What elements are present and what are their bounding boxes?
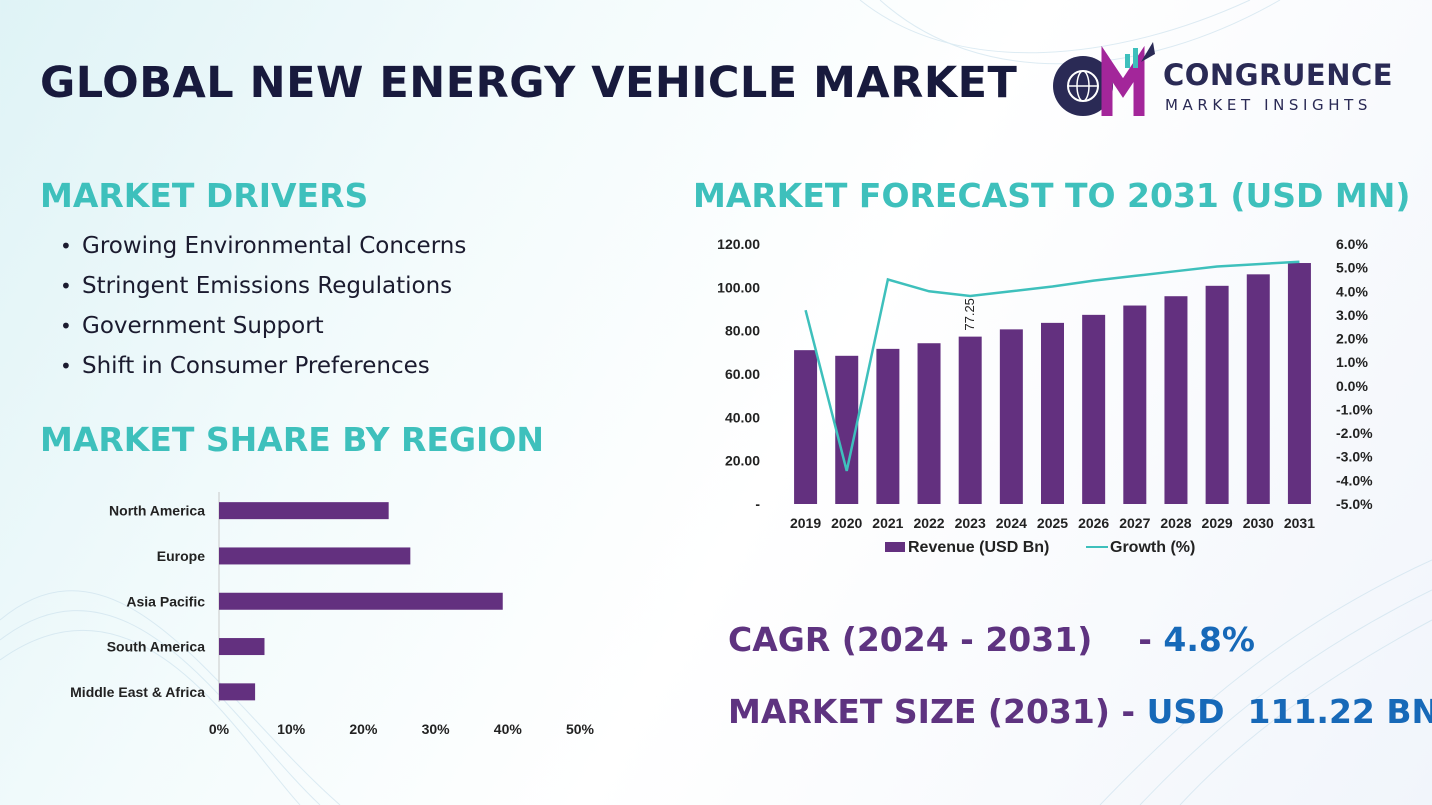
- category-label: 2029: [1202, 515, 1233, 531]
- bar: [219, 502, 389, 520]
- market-size-stat: MARKET SIZE (2031) - USD 111.22 BN: [728, 692, 1432, 731]
- bar: [219, 547, 411, 565]
- category-label: 2022: [913, 515, 944, 531]
- logo-mark-icon: [1053, 42, 1155, 116]
- bar: [958, 336, 982, 504]
- right-tick-label: 4.0%: [1336, 283, 1368, 299]
- market-size-separator: -: [1109, 692, 1147, 731]
- cagr-stat: CAGR (2024 - 2031) - 4.8%: [728, 620, 1255, 659]
- left-tick-label: 120.00: [717, 236, 760, 252]
- company-logo: CONGRUENCE MARKET INSIGHTS: [1045, 40, 1405, 120]
- drivers-heading: MARKET DRIVERS: [40, 176, 369, 215]
- right-tick-label: -3.0%: [1336, 449, 1373, 465]
- bar: [1164, 296, 1188, 504]
- tick-label: 0%: [209, 721, 230, 737]
- driver-item: • Growing Environmental Concerns: [60, 228, 466, 268]
- growth-line: [804, 260, 1300, 472]
- category-label: Middle East & Africa: [70, 684, 205, 700]
- tick-label: 30%: [422, 721, 451, 737]
- tick-label: 10%: [277, 721, 306, 737]
- category-label: 2025: [1037, 515, 1068, 531]
- legend-label-growth: Growth (%): [1110, 539, 1195, 556]
- region-heading: MARKET SHARE BY REGION: [40, 420, 544, 459]
- bullet-icon: •: [60, 354, 72, 378]
- category-label: Europe: [157, 548, 205, 564]
- bar: [794, 350, 818, 504]
- category-label: 2019: [790, 515, 821, 531]
- category-label: 2030: [1243, 515, 1274, 531]
- tick-label: 40%: [494, 721, 523, 737]
- legend-swatch-revenue: [885, 542, 905, 552]
- bar: [1246, 274, 1270, 504]
- region-share-chart: North America Europe Asia Pacific South Ame…: [70, 492, 595, 737]
- bar: [1082, 314, 1106, 504]
- right-tick-label: 1.0%: [1336, 354, 1368, 370]
- bullet-icon: •: [60, 234, 72, 258]
- right-tick-label: 0.0%: [1336, 378, 1368, 394]
- bar: [1205, 285, 1229, 504]
- right-tick-label: 2.0%: [1336, 331, 1368, 347]
- right-tick-label: -2.0%: [1336, 425, 1373, 441]
- logo-line-2: MARKET INSIGHTS: [1165, 96, 1373, 114]
- market-size-value: USD 111.22 BN: [1146, 692, 1432, 731]
- logo-line-1: CONGRUENCE: [1163, 58, 1394, 92]
- cagr-value: 4.8%: [1163, 620, 1255, 659]
- tick-label: 20%: [349, 721, 378, 737]
- category-label: 2027: [1119, 515, 1150, 531]
- category-label: 2028: [1160, 515, 1191, 531]
- left-tick-label: 80.00: [725, 323, 760, 339]
- forecast-chart: - 20.00 40.00 60.00 80.00 100.00 120.00 -5.0% -4…: [717, 236, 1373, 556]
- right-tick-label: -4.0%: [1336, 472, 1373, 488]
- cagr-label: CAGR (2024 - 2031): [728, 620, 1093, 659]
- bar: [1287, 263, 1311, 504]
- left-tick-label: 20.00: [725, 453, 760, 469]
- data-label: 77.25: [962, 298, 977, 331]
- page-title: GLOBAL NEW ENERGY VEHICLE MARKET: [40, 58, 1018, 108]
- right-tick-label: -1.0%: [1336, 401, 1373, 417]
- driver-item: • Stringent Emissions Regulations: [60, 268, 466, 308]
- tick-label: 50%: [566, 721, 595, 737]
- category-label: 2021: [872, 515, 903, 531]
- bar: [219, 592, 503, 610]
- category-label: 2024: [996, 515, 1027, 531]
- category-label: Asia Pacific: [126, 593, 205, 609]
- bar: [999, 329, 1023, 504]
- bar: [219, 638, 265, 656]
- category-label: 2026: [1078, 515, 1109, 531]
- left-tick-label: 60.00: [725, 366, 760, 382]
- right-tick-label: 6.0%: [1336, 236, 1368, 252]
- driver-item: • Shift in Consumer Preferences: [60, 348, 466, 388]
- category-label: North America: [109, 503, 205, 519]
- bar: [219, 683, 256, 701]
- left-tick-label: 100.00: [717, 279, 760, 295]
- bar: [1123, 305, 1147, 504]
- forecast-heading: MARKET FORECAST TO 2031 (USD MN): [693, 176, 1411, 215]
- category-label: South America: [107, 639, 205, 655]
- bullet-icon: •: [60, 314, 72, 338]
- category-label: 2023: [955, 515, 986, 531]
- left-tick-label: -: [755, 496, 760, 512]
- driver-item: • Government Support: [60, 308, 466, 348]
- bar: [835, 355, 859, 504]
- market-size-label: MARKET SIZE (2031): [728, 692, 1110, 731]
- bullet-icon: •: [60, 274, 72, 298]
- right-tick-label: -5.0%: [1336, 496, 1373, 512]
- bar: [876, 348, 900, 504]
- right-tick-label: 5.0%: [1336, 260, 1368, 276]
- drivers-list: • Growing Environmental Concerns • Stringe…: [60, 228, 466, 388]
- right-tick-label: 3.0%: [1336, 307, 1368, 323]
- category-label: 2031: [1284, 515, 1315, 531]
- bar: [917, 343, 941, 504]
- bar: [1041, 322, 1064, 504]
- category-label: 2020: [831, 515, 862, 531]
- legend-label-revenue: Revenue (USD Bn): [908, 539, 1049, 556]
- cagr-separator: -: [1092, 620, 1164, 659]
- left-tick-label: 40.00: [725, 409, 760, 425]
